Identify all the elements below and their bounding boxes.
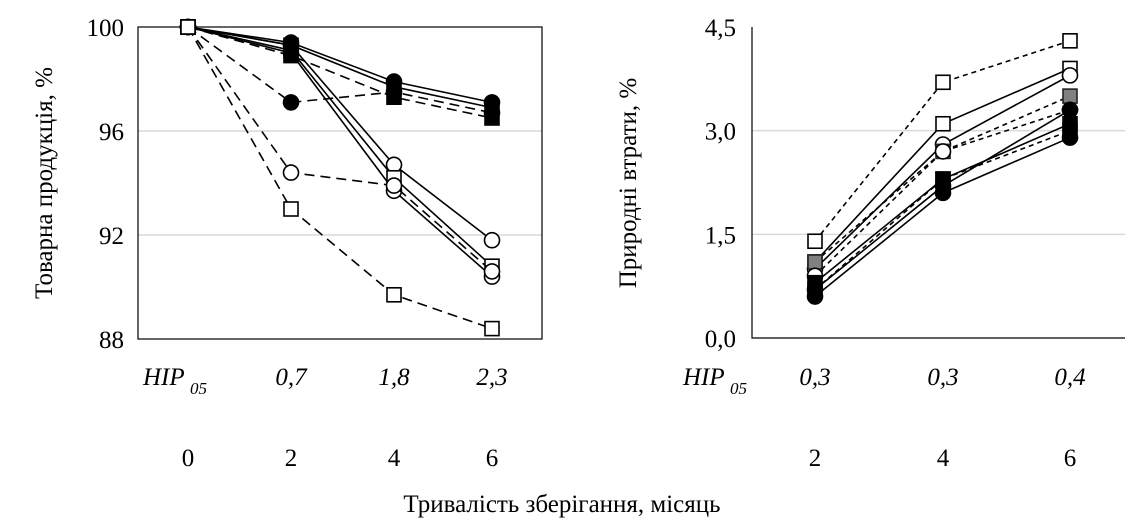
right-data-point xyxy=(807,254,823,270)
left-data-point xyxy=(283,201,299,217)
right-x-tick-label: 4 xyxy=(937,445,950,472)
right-data-point xyxy=(1061,101,1079,119)
left-data-point xyxy=(385,83,403,101)
right-series-9 xyxy=(806,129,1079,305)
left-series-9 xyxy=(180,19,500,337)
left-data-point xyxy=(282,164,300,181)
left-data-point xyxy=(386,286,402,303)
left-hir-value: 2,3 xyxy=(476,364,507,391)
right-series-line xyxy=(814,67,1071,263)
right-series-2 xyxy=(807,60,1078,270)
left-x-tick-labels: 0 2 4 6 xyxy=(182,445,499,472)
left-data-point xyxy=(483,231,501,249)
left-y-tick-labels: 100 96 92 88 xyxy=(87,15,125,354)
right-series-line xyxy=(814,95,1071,263)
right-data-point xyxy=(806,288,824,305)
left-data-point xyxy=(180,19,196,35)
right-series xyxy=(806,33,1079,305)
right-y-axis-title: Природні втрати, % xyxy=(615,78,642,289)
right-y-tick-labels: 4,5 3,0 1,5 0,0 xyxy=(705,15,736,353)
right-hir-values: 0,3 0,3 0,4 xyxy=(799,364,1085,391)
right-data-point xyxy=(1061,67,1079,84)
right-x-tick-labels: 2 4 6 xyxy=(809,445,1077,472)
right-y-tick-label: 3,0 xyxy=(705,119,736,146)
right-x-tick-label: 6 xyxy=(1064,445,1077,472)
left-x-tick-label: 6 xyxy=(486,445,499,472)
left-data-point xyxy=(283,47,299,64)
right-data-point xyxy=(1062,88,1078,104)
right-series-1 xyxy=(807,33,1078,250)
left-series-line xyxy=(187,26,493,330)
left-y-axis-title: Товарна продукція, % xyxy=(31,67,58,299)
left-gridlines xyxy=(138,130,542,236)
chart-marketable-product: 100 96 92 88 НІР 05 0,7 1,8 2,3 0 2 4 6 Товарна … xyxy=(31,15,543,472)
right-y-tick-label: 0,0 xyxy=(705,326,736,353)
right-y-tick-label: 4,5 xyxy=(705,15,736,42)
right-series-line xyxy=(814,136,1071,298)
left-y-tick-label: 96 xyxy=(99,119,124,146)
right-series-line xyxy=(814,129,1071,291)
left-data-point xyxy=(483,263,501,280)
right-data-point xyxy=(1061,129,1079,146)
right-plot-frame xyxy=(751,27,1125,339)
left-hir-sub: 05 xyxy=(190,379,207,398)
left-plot-frame xyxy=(137,26,543,340)
right-hir-value: 0,4 xyxy=(1054,364,1085,391)
left-x-tick-label: 4 xyxy=(388,445,401,472)
right-data-point xyxy=(935,74,951,91)
right-data-point xyxy=(934,143,952,160)
left-hir-value: 0,7 xyxy=(275,364,308,391)
left-data-point xyxy=(484,320,500,337)
left-y-tick-label: 100 xyxy=(87,15,125,42)
left-series-line xyxy=(187,26,493,273)
left-series-line xyxy=(187,26,493,109)
left-series-1 xyxy=(179,18,501,249)
left-y-tick-label: 92 xyxy=(99,223,124,250)
right-hir-main: НІР xyxy=(682,364,725,391)
left-hir-values: 0,7 1,8 2,3 xyxy=(275,364,507,391)
left-series-line xyxy=(187,26,493,278)
left-series xyxy=(179,18,501,337)
right-data-point xyxy=(807,233,823,250)
right-hir-value: 0,3 xyxy=(799,364,830,391)
left-series-line xyxy=(187,26,493,119)
left-data-point xyxy=(483,104,501,122)
left-y-tick-label: 88 xyxy=(99,327,124,354)
left-x-tick-label: 2 xyxy=(285,445,298,472)
right-y-tick-label: 1,5 xyxy=(705,222,736,249)
right-x-tick-label: 2 xyxy=(809,445,822,472)
left-series-line xyxy=(187,26,493,104)
right-data-point xyxy=(935,115,951,132)
left-series-3 xyxy=(179,18,501,285)
left-series-line xyxy=(187,26,493,114)
right-data-point xyxy=(1062,33,1078,49)
chart-natural-losses: 4,5 3,0 1,5 0,0 НІР 05 0,3 0,3 0,4 2 4 6 Природ… xyxy=(615,15,1125,472)
right-data-point xyxy=(935,171,951,187)
right-data-point xyxy=(934,184,952,202)
left-series-8 xyxy=(179,18,501,280)
left-series-line xyxy=(187,26,493,267)
left-series-line xyxy=(187,26,493,241)
left-data-point xyxy=(282,94,300,111)
left-hir-value: 1,8 xyxy=(378,364,410,391)
left-x-tick-label: 0 xyxy=(182,445,195,472)
x-axis-title: Тривалість зберігання, місяць xyxy=(403,491,720,518)
left-hir-main: НІР xyxy=(142,364,185,391)
right-hir-label: НІР 05 xyxy=(682,364,747,398)
right-hir-sub: 05 xyxy=(730,379,747,398)
left-data-point xyxy=(385,177,403,194)
left-hir-label: НІР 05 xyxy=(142,364,207,398)
right-hir-value: 0,3 xyxy=(927,364,958,391)
